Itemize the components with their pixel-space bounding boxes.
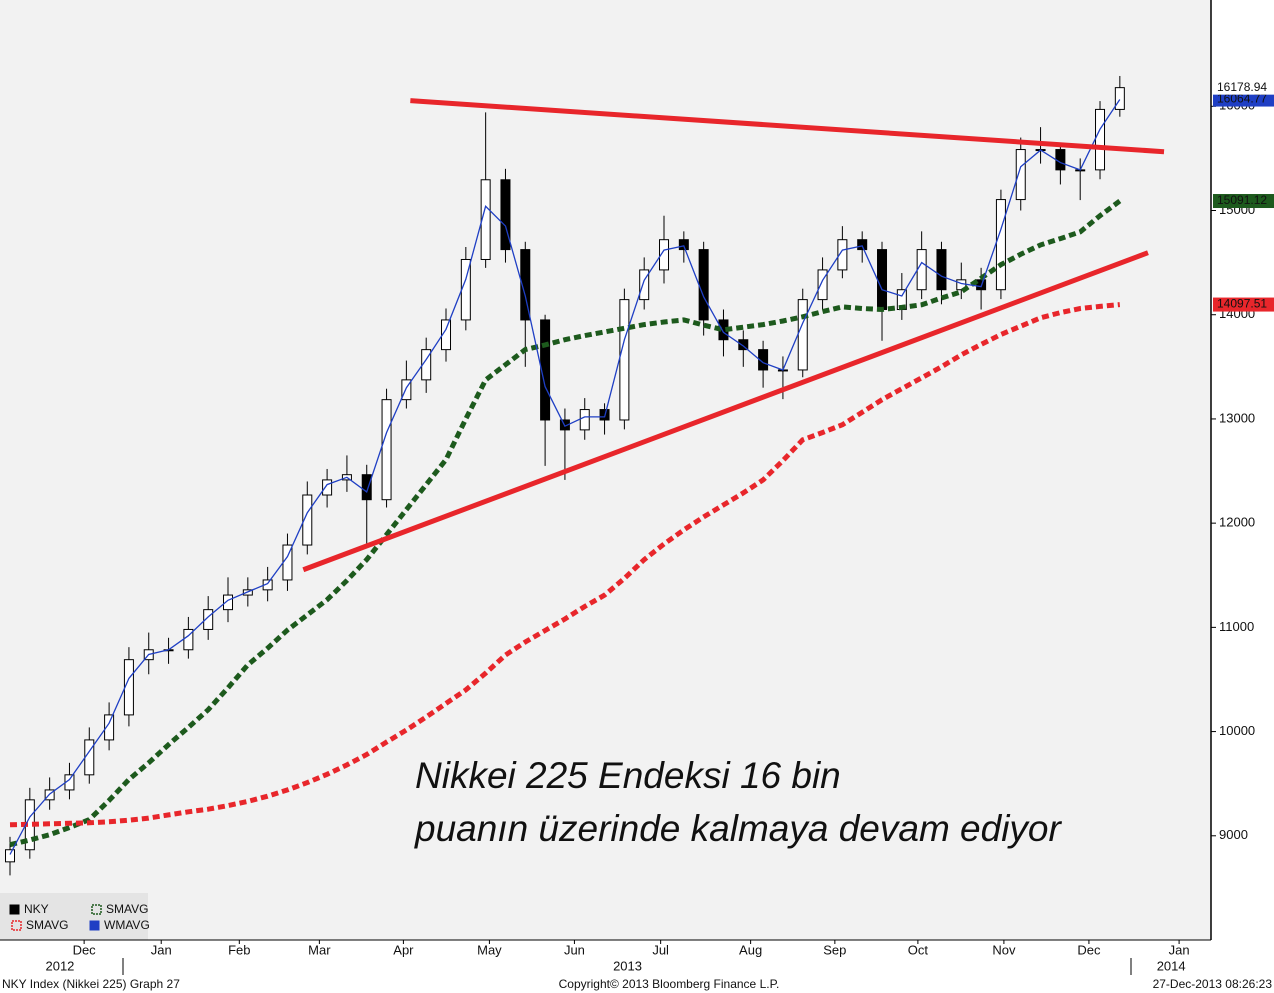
candle-body bbox=[441, 319, 452, 351]
annotation: puanın üzerinde kalmaya devam ediyor bbox=[414, 808, 1062, 849]
last-value-label: 14097.51 bbox=[1217, 297, 1267, 311]
last-value-label: 16178.94 bbox=[1217, 80, 1267, 94]
y-axis-panel bbox=[1211, 0, 1274, 940]
y-tick-label: 12000 bbox=[1219, 515, 1255, 530]
moving-average bbox=[9, 99, 1121, 855]
annotation: Nikkei 225 Endeksi 16 bin bbox=[415, 755, 841, 796]
x-tick-label: Mar bbox=[308, 942, 331, 957]
candle-body bbox=[1114, 87, 1125, 110]
last-value-box bbox=[1213, 92, 1274, 107]
legend-swatch bbox=[11, 920, 22, 931]
candle-body bbox=[381, 399, 392, 501]
legend-box bbox=[0, 893, 148, 940]
candle-body bbox=[84, 739, 95, 776]
plot-background bbox=[0, 0, 1211, 940]
candle-body bbox=[678, 239, 689, 251]
last-value-box bbox=[1213, 194, 1274, 209]
x-tick-label: Aug bbox=[739, 942, 762, 957]
candle-body bbox=[401, 379, 412, 401]
candle-body bbox=[659, 239, 670, 271]
candle-body bbox=[817, 269, 828, 301]
candle-body bbox=[837, 239, 848, 271]
candle-body bbox=[223, 594, 234, 611]
x-tick-label: Jan bbox=[1169, 942, 1190, 957]
year-label: 2012 bbox=[45, 958, 74, 973]
candle-body bbox=[104, 714, 115, 741]
x-tick-label: Sep bbox=[823, 942, 846, 957]
trend-line bbox=[410, 98, 1165, 155]
x-tick-label: May bbox=[477, 942, 502, 957]
candle-body bbox=[500, 179, 511, 251]
x-tick-label: Jun bbox=[564, 942, 585, 957]
last-value-label: 16064.77 bbox=[1217, 92, 1267, 106]
candle-body bbox=[936, 249, 947, 291]
candle-body bbox=[797, 299, 808, 371]
candle-body bbox=[857, 239, 868, 251]
candle-body bbox=[361, 474, 372, 501]
x-tick-label: Jan bbox=[151, 942, 172, 957]
legend-swatch bbox=[9, 904, 20, 915]
y-tick-label: 11000 bbox=[1219, 619, 1254, 634]
candle-body bbox=[480, 179, 491, 260]
candle-body bbox=[123, 659, 134, 716]
candle-body bbox=[322, 479, 333, 496]
legend-label: NKY bbox=[24, 902, 49, 916]
year-label: 2014 bbox=[1157, 958, 1186, 973]
legend-label: WMAVG bbox=[104, 918, 150, 932]
x-tick-label: Dec bbox=[73, 942, 97, 957]
candle-body bbox=[203, 609, 214, 630]
legend-label: SMAVG bbox=[26, 918, 68, 932]
candle-body bbox=[520, 249, 531, 321]
candle-body bbox=[302, 494, 313, 546]
year-label: 2013 bbox=[613, 958, 642, 973]
candle-body bbox=[540, 319, 551, 421]
legend-label: SMAVG bbox=[106, 902, 148, 916]
candle-body bbox=[698, 249, 709, 321]
moving-average-dashed bbox=[9, 302, 1121, 828]
candle-body bbox=[639, 269, 650, 301]
plot-area bbox=[5, 75, 1165, 876]
candle-body bbox=[421, 349, 432, 381]
candle-body bbox=[1015, 149, 1026, 201]
candle-body bbox=[1095, 108, 1106, 171]
candle-body bbox=[738, 339, 749, 351]
legend-swatch bbox=[89, 920, 100, 931]
x-tick-label: Apr bbox=[393, 942, 414, 957]
x-tick-label: Jul bbox=[652, 942, 669, 957]
candle-body bbox=[579, 409, 590, 431]
legend-swatch bbox=[91, 904, 102, 915]
candle-body bbox=[995, 199, 1006, 291]
candle-body bbox=[916, 249, 927, 291]
moving-average-dashed bbox=[9, 198, 1122, 848]
last-value-box bbox=[1213, 80, 1274, 95]
footer-center: Copyright© 2013 Bloomberg Finance L.P. bbox=[559, 977, 780, 991]
y-tick-label: 10000 bbox=[1219, 723, 1255, 738]
y-tick-label: 9000 bbox=[1219, 827, 1248, 842]
candle-body bbox=[619, 299, 630, 421]
trend-line bbox=[302, 250, 1149, 573]
x-tick-label: Dec bbox=[1077, 942, 1101, 957]
candle-body bbox=[1055, 149, 1066, 171]
footer-right: 27-Dec-2013 08:26:23 bbox=[1153, 977, 1273, 991]
y-tick-label: 13000 bbox=[1219, 410, 1255, 425]
x-tick-label: Feb bbox=[228, 942, 250, 957]
candle-body bbox=[5, 849, 16, 863]
candle-body bbox=[758, 349, 769, 371]
x-tick-label: Oct bbox=[908, 942, 929, 957]
candle-body bbox=[877, 249, 888, 311]
x-tick-label: Nov bbox=[992, 942, 1016, 957]
last-value-box bbox=[1213, 297, 1274, 312]
footer-left: NKY Index (Nikkei 225) Graph 27 bbox=[2, 977, 180, 991]
last-value-label: 15091.12 bbox=[1217, 193, 1267, 207]
